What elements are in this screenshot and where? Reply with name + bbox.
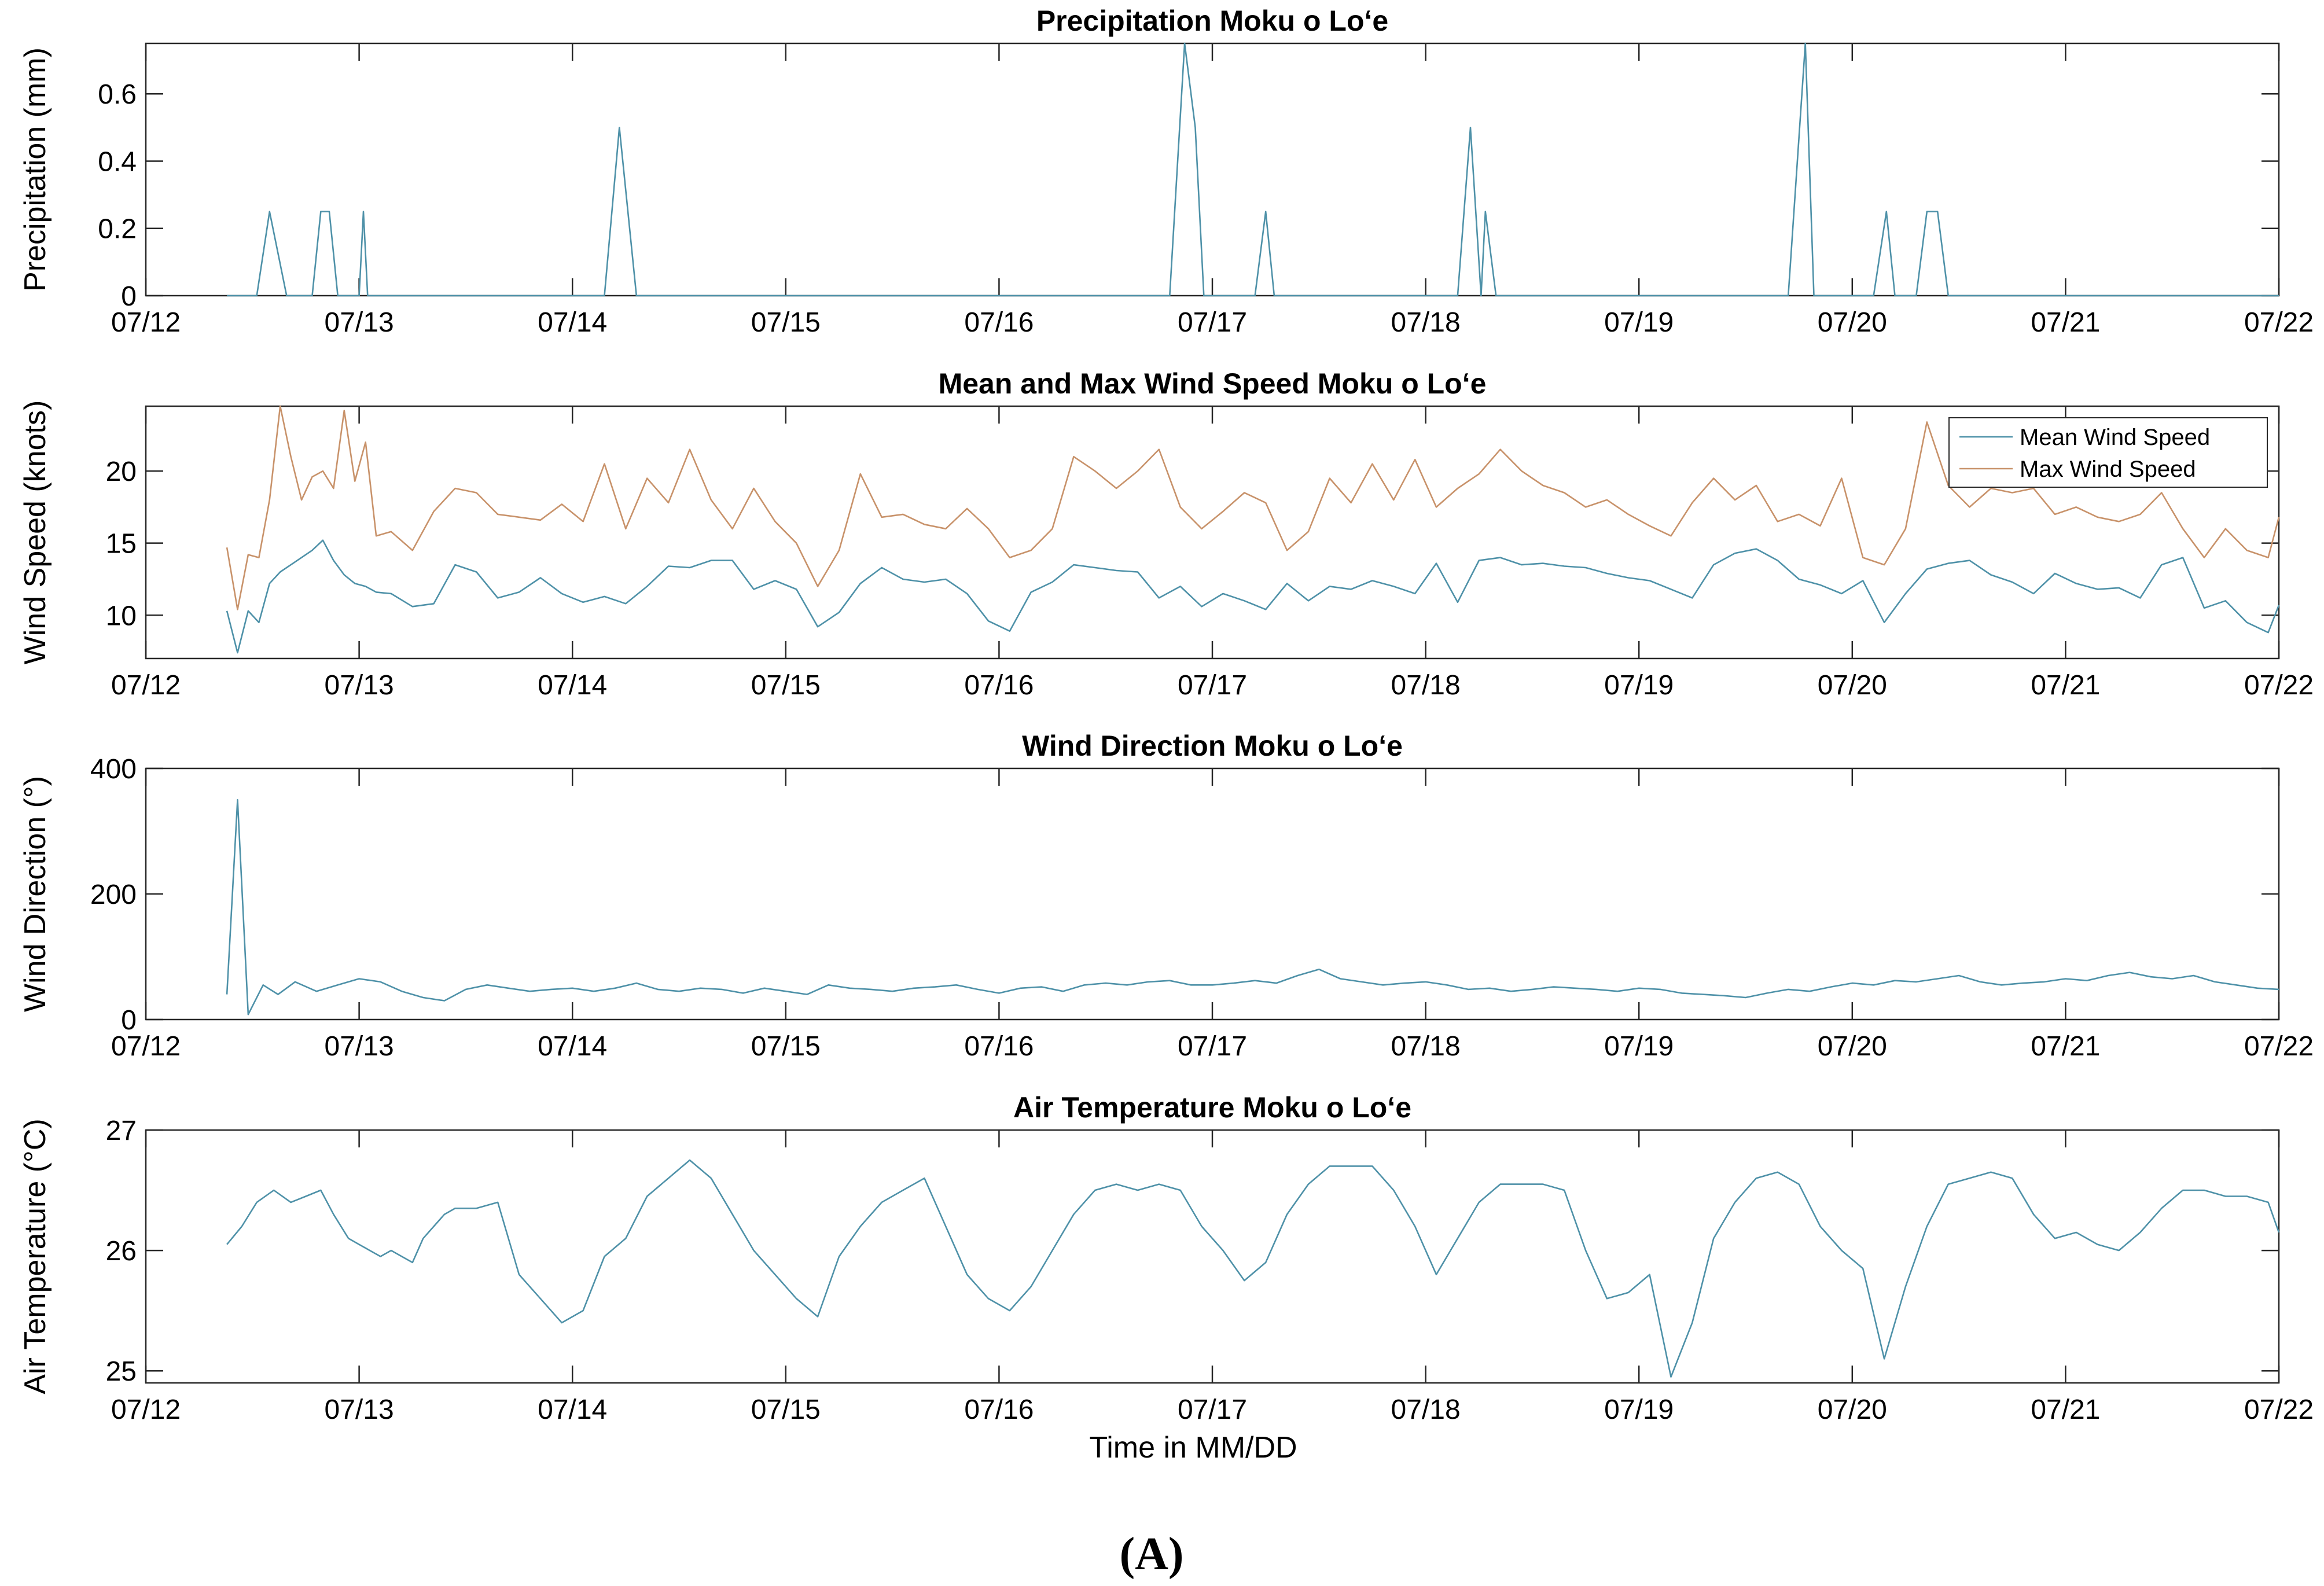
x-tick-label: 07/18: [1391, 307, 1461, 338]
x-tick-label: 07/14: [538, 1031, 607, 1062]
y-tick-label: 0.6: [98, 79, 137, 110]
x-tick-label: 07/17: [1178, 670, 1247, 701]
x-tick-label: 07/19: [1604, 670, 1674, 701]
y-tick-label: 25: [106, 1356, 137, 1387]
x-tick-label: 07/22: [2244, 670, 2314, 701]
panel-title: Wind Direction Moku o Lo‘e: [1022, 730, 1403, 762]
y-tick-label: 0: [121, 281, 137, 312]
x-tick-label: 07/15: [751, 1394, 821, 1425]
x-tick-label: 07/14: [538, 307, 607, 338]
x-tick-label: 07/18: [1391, 1394, 1461, 1425]
plot-area: [145, 1129, 2280, 1384]
panel-title: Air Temperature Moku o Lo‘e: [1013, 1091, 1411, 1124]
y-tick-label: 0.2: [98, 214, 137, 245]
x-tick-label: 07/22: [2244, 307, 2314, 338]
y-axis-label: Precipitation (mm): [19, 47, 52, 292]
x-tick-label: 07/22: [2244, 1394, 2314, 1425]
x-tick-label: 07/19: [1604, 307, 1674, 338]
x-tick-label: 07/13: [325, 1031, 394, 1062]
plot-area: [145, 42, 2280, 297]
series-line-1: [226, 799, 2279, 1015]
panel-2: Mean and Max Wind Speed Moku o Lo‘e Wind …: [19, 367, 2314, 701]
x-tick-label: 07/18: [1391, 670, 1461, 701]
x-tick-label: 07/13: [325, 307, 394, 338]
plot-area: [145, 405, 2280, 660]
y-tick-label: 20: [106, 457, 137, 487]
y-axis-label: Wind Speed (knots): [19, 400, 52, 665]
series-line-2: [226, 405, 2280, 610]
x-tick-label: 07/21: [2031, 670, 2100, 701]
y-tick-label: 400: [90, 754, 137, 785]
x-tick-label: 07/20: [1818, 670, 1887, 701]
panels: Precipitation Moku o Lo‘e Precipitation (…: [19, 5, 2314, 1425]
legend-label: Mean Wind Speed: [2020, 425, 2210, 450]
x-tick-label: 07/12: [111, 1394, 181, 1425]
legend-label: Max Wind Speed: [2020, 457, 2196, 482]
x-tick-label: 07/19: [1604, 1394, 1674, 1425]
x-tick-label: 07/14: [538, 1394, 607, 1425]
legend-box: [1948, 417, 2268, 488]
y-axis-label: Wind Direction (°): [19, 776, 52, 1012]
x-tick-label: 07/14: [538, 670, 607, 701]
x-tick-label: 07/16: [964, 670, 1034, 701]
panel-label: (A): [1119, 1529, 1183, 1580]
x-tick-label: 07/13: [325, 1394, 394, 1425]
legend: Mean Wind Speed Max Wind Speed: [1948, 417, 2268, 488]
plot-area: [145, 767, 2280, 1021]
x-tick-label: 07/21: [2031, 307, 2100, 338]
x-tick-label: 07/21: [2031, 1031, 2100, 1062]
x-tick-label: 07/17: [1178, 307, 1247, 338]
x-tick-label: 07/20: [1818, 307, 1887, 338]
x-tick-label: 07/12: [111, 1031, 181, 1062]
y-tick-label: 15: [106, 529, 137, 560]
x-tick-label: 07/22: [2244, 1031, 2314, 1062]
x-tick-label: 07/12: [111, 307, 181, 338]
series-line-1: [226, 539, 2280, 654]
x-tick-label: 07/18: [1391, 1031, 1461, 1062]
panel-4: Air Temperature Moku o Lo‘e Air Temperatu…: [19, 1091, 2314, 1425]
series-line-1: [226, 1159, 2280, 1378]
x-tick-label: 07/17: [1178, 1394, 1247, 1425]
x-tick-label: 07/15: [751, 307, 821, 338]
x-tick-label: 07/19: [1604, 1031, 1674, 1062]
y-tick-label: 10: [106, 601, 137, 631]
x-tick-label: 07/17: [1178, 1031, 1247, 1062]
x-tick-label: 07/16: [964, 1031, 1034, 1062]
y-axis-label: Air Temperature (°C): [19, 1118, 52, 1394]
panel-3: Wind Direction Moku o Lo‘e Wind Direction…: [19, 730, 2314, 1062]
y-tick-label: 200: [90, 880, 137, 910]
y-tick-label: 26: [106, 1236, 137, 1267]
y-tick-label: 27: [106, 1116, 137, 1146]
x-tick-label: 07/16: [964, 307, 1034, 338]
x-tick-label: 07/12: [111, 670, 181, 701]
x-tick-label: 07/21: [2031, 1394, 2100, 1425]
panel-1: Precipitation Moku o Lo‘e Precipitation (…: [19, 5, 2314, 338]
x-tick-label: 07/15: [751, 1031, 821, 1062]
panel-title: Mean and Max Wind Speed Moku o Lo‘e: [939, 367, 1487, 400]
x-tick-label: 07/16: [964, 1394, 1034, 1425]
y-tick-label: 0.4: [98, 146, 137, 177]
x-tick-label: 07/13: [325, 670, 394, 701]
x-tick-label: 07/20: [1818, 1394, 1887, 1425]
y-tick-label: 0: [121, 1005, 137, 1036]
x-tick-label: 07/15: [751, 670, 821, 701]
x-tick-label: 07/20: [1818, 1031, 1887, 1062]
x-axis-label: Time in MM/DD: [1089, 1431, 1297, 1464]
panel-title: Precipitation Moku o Lo‘e: [1036, 5, 1388, 37]
series-line-1: [227, 42, 2279, 297]
